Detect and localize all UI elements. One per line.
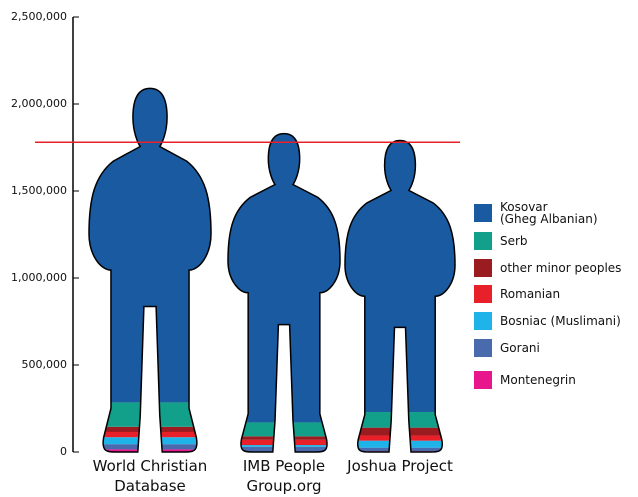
segment [228, 439, 340, 446]
legend-item: Kosovar (Gheg Albanian) [474, 201, 598, 225]
legend-swatch [474, 371, 492, 389]
legend-label: Montenegrin [500, 373, 576, 387]
segment [345, 140, 455, 412]
legend-item: other minor peoples [474, 259, 621, 277]
legend-item: Montenegrin [474, 371, 576, 389]
figure-outline [345, 141, 455, 452]
legend-swatch [474, 285, 492, 303]
y-tick-label: 1,000,000 [11, 271, 67, 284]
legend-swatch [474, 339, 492, 357]
legend-label: Romanian [500, 287, 561, 301]
y-tick-label: 2,000,000 [11, 97, 67, 110]
x-tick-label: World Christian Database [92, 457, 208, 495]
legend-swatch [474, 204, 492, 222]
segment [228, 445, 340, 447]
legend-item: Romanian [474, 285, 560, 303]
y-tick-label: 0 [60, 445, 67, 458]
legend-swatch [474, 232, 492, 250]
legend-swatch [474, 312, 492, 330]
y-tick-label: 500,000 [22, 358, 68, 371]
legend-item: Gorani [474, 339, 540, 357]
legend-label: Bosniac (Muslimani) [500, 314, 621, 328]
segment [345, 440, 455, 448]
segment [89, 437, 211, 445]
segment [89, 426, 211, 432]
segment [228, 133, 340, 423]
segment [89, 88, 211, 403]
legend-label: Kosovar (Gheg Albanian) [500, 200, 598, 226]
y-tick-label: 1,500,000 [11, 184, 67, 197]
segment [345, 435, 455, 441]
legend-label: other minor peoples [500, 261, 622, 275]
legend-item: Serb [474, 232, 528, 250]
segment [89, 444, 211, 450]
y-tick-label: 2,500,000 [11, 10, 67, 23]
figure-outline [89, 88, 211, 452]
segment [228, 436, 340, 440]
figure-outline [228, 134, 340, 452]
segment [89, 431, 211, 438]
legend-swatch [474, 259, 492, 277]
legend-item: Bosniac (Muslimani) [474, 312, 621, 330]
x-tick-label: IMB People Group.org [242, 457, 326, 495]
x-tick-label: Joshua Project [347, 457, 453, 475]
legend-label: Serb [500, 234, 528, 248]
legend-label: Gorani [500, 341, 540, 355]
